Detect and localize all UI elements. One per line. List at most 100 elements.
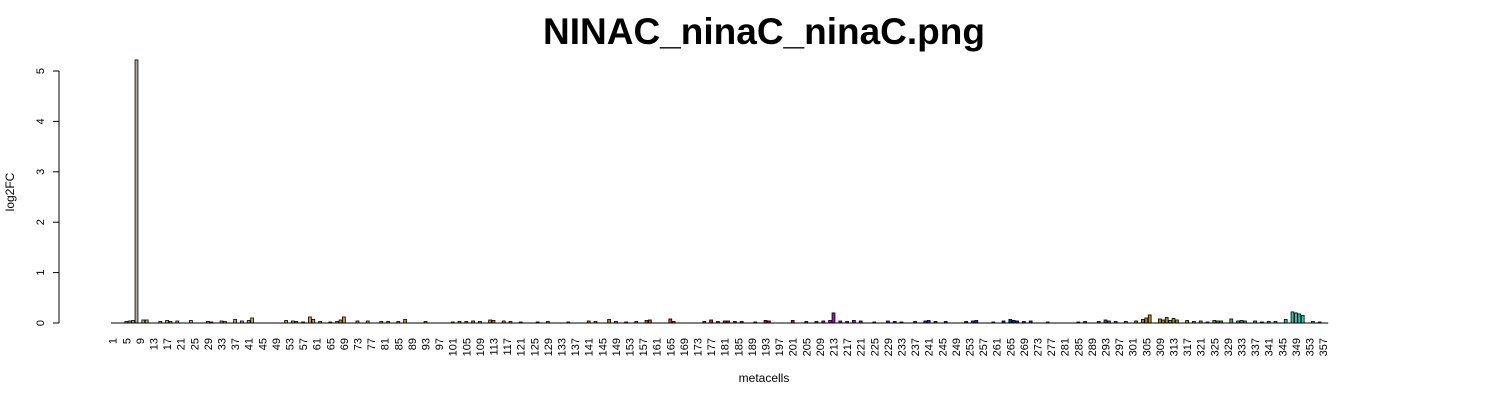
y-tick-label: 4 (35, 118, 47, 124)
x-tick-label: 69 (339, 338, 351, 350)
x-tick-label: 53 (285, 338, 297, 350)
bar (607, 319, 611, 324)
x-tick-label: 5 (121, 338, 133, 344)
x-tick-label: 25 (189, 338, 201, 350)
x-tick-label: 273 (1033, 338, 1045, 356)
bars (111, 59, 1329, 324)
bar (1290, 311, 1295, 324)
x-tick-label: 41 (244, 338, 256, 350)
x-tick-label: 305 (1141, 338, 1153, 356)
x-tick-label: 57 (298, 338, 310, 350)
x-tick-label: 285 (1073, 338, 1085, 356)
x-tick-label: 153 (625, 338, 637, 356)
x-tick-label: 81 (380, 338, 392, 350)
x-tick-label: 61 (312, 338, 324, 350)
x-tick-label: 17 (162, 338, 174, 350)
x-tick-label: 353 (1305, 338, 1317, 356)
bar (308, 316, 312, 324)
x-tick-label: 29 (203, 338, 215, 350)
x-axis-label: metacells (739, 371, 790, 385)
x-tick-label: 345 (1277, 338, 1289, 356)
x-tick-label: 21 (176, 338, 188, 350)
x-tick-label: 9 (135, 338, 147, 344)
x-tick-label: 201 (788, 338, 800, 356)
bar (1283, 319, 1288, 324)
x-tick-label: 337 (1250, 338, 1262, 356)
y-tick-label: 3 (35, 169, 47, 175)
x-tick-label: 197 (774, 338, 786, 356)
bar (1300, 315, 1305, 324)
x-tick-label: 157 (638, 338, 650, 356)
x-tick-label: 105 (461, 338, 473, 356)
x-tick-label: 165 (665, 338, 677, 356)
x-tick-label: 93 (421, 338, 433, 350)
x-tick-label: 249 (951, 338, 963, 356)
y-tick-label: 2 (35, 219, 47, 225)
x-tick-label: 265 (1005, 338, 1017, 356)
x-tick-label: 257 (978, 338, 990, 356)
bar (1141, 319, 1145, 324)
bar (1144, 317, 1149, 324)
x-tick-label: 77 (366, 338, 378, 350)
x-tick-label: 49 (271, 338, 283, 350)
x-tick-label: 293 (1101, 338, 1113, 356)
x-tick-label: 173 (693, 338, 705, 356)
bar (1229, 318, 1234, 324)
x-tick-label: 209 (815, 338, 827, 356)
x-tick-label: 169 (679, 338, 691, 356)
x-tick-label: 37 (230, 338, 242, 350)
bar (668, 318, 673, 324)
x-tick-label: 97 (434, 338, 446, 350)
x-tick-label: 1 (108, 338, 120, 344)
x-tick-label: 325 (1209, 338, 1221, 356)
x-axis: 1 5 9 13 17 21 25 29 33 37 41 45 49 53 57 61 65 69 73 77 81 8… (108, 338, 1330, 356)
x-tick-label: 301 (1128, 338, 1140, 356)
x-tick-label: 177 (706, 338, 718, 356)
x-tick-label: 45 (257, 338, 269, 350)
x-tick-label: 229 (883, 338, 895, 356)
x-tick-label: 269 (1019, 338, 1031, 356)
x-tick-label: 125 (529, 338, 541, 356)
x-tick-label: 85 (393, 338, 405, 350)
x-tick-label: 133 (557, 338, 569, 356)
x-tick-label: 189 (747, 338, 759, 356)
x-tick-label: 65 (325, 338, 337, 350)
x-tick-label: 137 (570, 338, 582, 356)
x-tick-label: 309 (1155, 338, 1167, 356)
x-tick-label: 221 (856, 338, 868, 356)
y-axis-label: log2FC (3, 172, 17, 211)
x-tick-label: 181 (720, 338, 732, 356)
x-tick-label: 281 (1060, 338, 1072, 356)
x-tick-label: 121 (516, 338, 528, 356)
bar (1171, 318, 1176, 324)
bar (1297, 313, 1302, 324)
x-tick-label: 329 (1223, 338, 1235, 356)
y-tick-label: 0 (35, 320, 47, 326)
x-tick-label: 149 (611, 338, 623, 356)
bar (1158, 318, 1162, 324)
x-tick-label: 277 (1046, 338, 1058, 356)
x-tick-label: 109 (475, 338, 487, 356)
y-tick-label: 5 (35, 68, 47, 74)
bar (1147, 314, 1152, 324)
x-tick-label: 225 (869, 338, 881, 356)
x-tick-label: 193 (761, 338, 773, 356)
x-tick-label: 241 (924, 338, 936, 356)
x-tick-label: 261 (992, 338, 1004, 356)
bar (342, 316, 346, 324)
bar (1008, 319, 1013, 324)
y-axis: 0 1 2 3 4 5 (35, 68, 60, 326)
x-tick-label: 341 (1264, 338, 1276, 356)
bar (233, 319, 237, 324)
x-tick-label: 217 (842, 338, 854, 356)
x-tick-label: 73 (353, 338, 365, 350)
x-tick-label: 321 (1196, 338, 1208, 356)
x-tick-label: 233 (897, 338, 909, 356)
x-tick-label: 185 (733, 338, 745, 356)
bar (403, 319, 407, 324)
bar (1294, 312, 1298, 324)
y-tick-label: 1 (35, 270, 47, 276)
bar (1164, 317, 1169, 324)
x-tick-label: 113 (489, 338, 501, 356)
